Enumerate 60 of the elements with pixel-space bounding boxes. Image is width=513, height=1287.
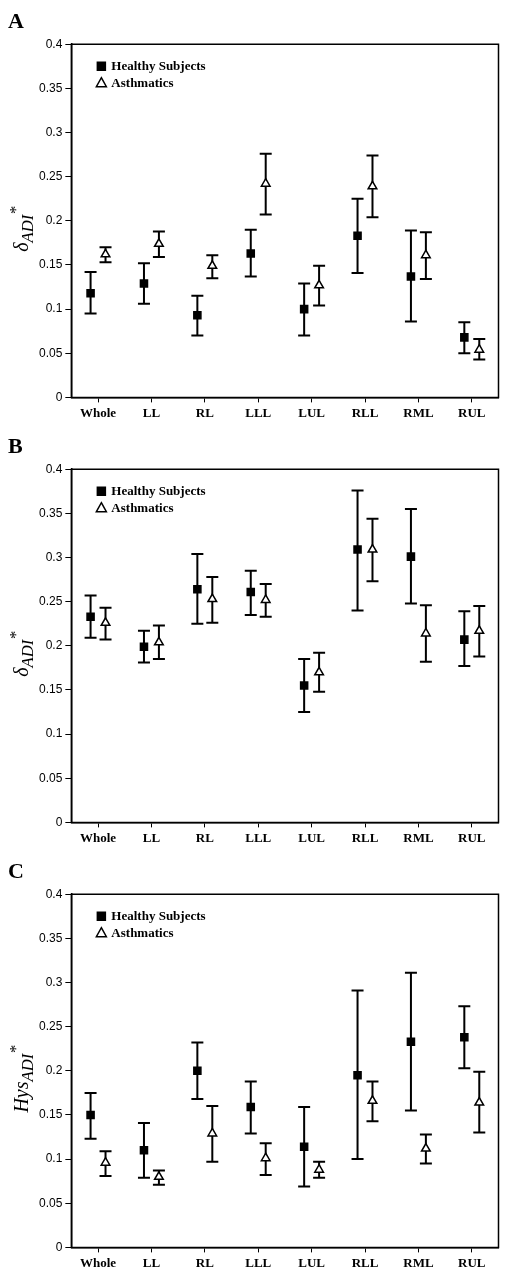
y-tick-label: 0.25 [39,168,63,183]
y-tick-label: 0.15 [39,257,63,272]
x-tick-label: RUL [458,404,486,420]
x-tick-label: LL [142,404,161,420]
x-tick-label: LUL [298,404,326,420]
x-tick-label: RML [403,1254,434,1270]
x-tick-label: RL [195,1254,215,1270]
x-tick-label: RLL [351,1254,379,1270]
y-tick-label: 0.3 [45,549,63,564]
y-tick-label: 0.35 [39,505,63,520]
y-tick-label: 0.4 [45,36,63,51]
y-tick-label: 0.2 [45,1063,63,1078]
legend-label: Healthy Subjects [111,482,206,498]
x-tick-label: RLL [351,829,379,845]
x-tick-label: RUL [458,829,486,845]
y-tick-label: 0.35 [39,80,63,95]
x-tick-label: RLL [351,404,379,420]
x-tick-label: LL [142,829,161,845]
y-tick-label: 0.3 [45,974,63,989]
y-tick-label: 0.25 [39,593,63,608]
x-tick-label: Whole [79,829,117,845]
y-tick-label: 0.1 [45,301,63,316]
chart-title: C [8,858,25,884]
y-tick-label: 0.4 [45,886,63,901]
x-tick-label: LLL [245,1254,272,1270]
legend-label: Healthy Subjects [111,57,206,73]
x-tick-label: RML [403,404,434,420]
y-tick-label: 0.05 [39,770,63,785]
legend-label: Asthmatics [111,499,174,515]
chart-title: A [8,8,25,34]
y-tick-label: 0 [55,389,63,404]
x-tick-label: RML [403,829,434,845]
x-tick-label: LLL [245,404,272,420]
x-tick-label: RUL [458,1254,486,1270]
y-tick-label: 0.1 [45,1151,63,1166]
y-tick-label: 0.2 [45,213,63,228]
y-tick-label: 0.15 [39,1107,63,1122]
y-tick-label: 0.4 [45,461,63,476]
y-tick-label: 0 [55,814,63,829]
x-tick-label: RL [195,829,215,845]
legend-label: Asthmatics [111,924,174,940]
y-tick-label: 0.3 [45,124,63,139]
y-tick-label: 0.35 [39,930,63,945]
y-tick-label: 0.1 [45,726,63,741]
x-tick-label: Whole [79,404,117,420]
chart-title: B [8,433,24,459]
x-tick-label: LUL [298,1254,326,1270]
x-tick-label: Whole [79,1254,117,1270]
x-tick-label: LLL [245,829,272,845]
x-tick-label: LL [142,1254,161,1270]
y-tick-label: 0.05 [39,1195,63,1210]
x-tick-label: RL [195,404,215,420]
x-tick-label: LUL [298,829,326,845]
legend-label: Healthy Subjects [111,907,206,923]
y-tick-label: 0.2 [45,638,63,653]
y-tick-label: 0.25 [39,1018,63,1033]
y-tick-label: 0.05 [39,345,63,360]
y-tick-label: 0.15 [39,682,63,697]
y-tick-label: 0 [55,1239,63,1254]
legend-label: Asthmatics [111,74,174,90]
